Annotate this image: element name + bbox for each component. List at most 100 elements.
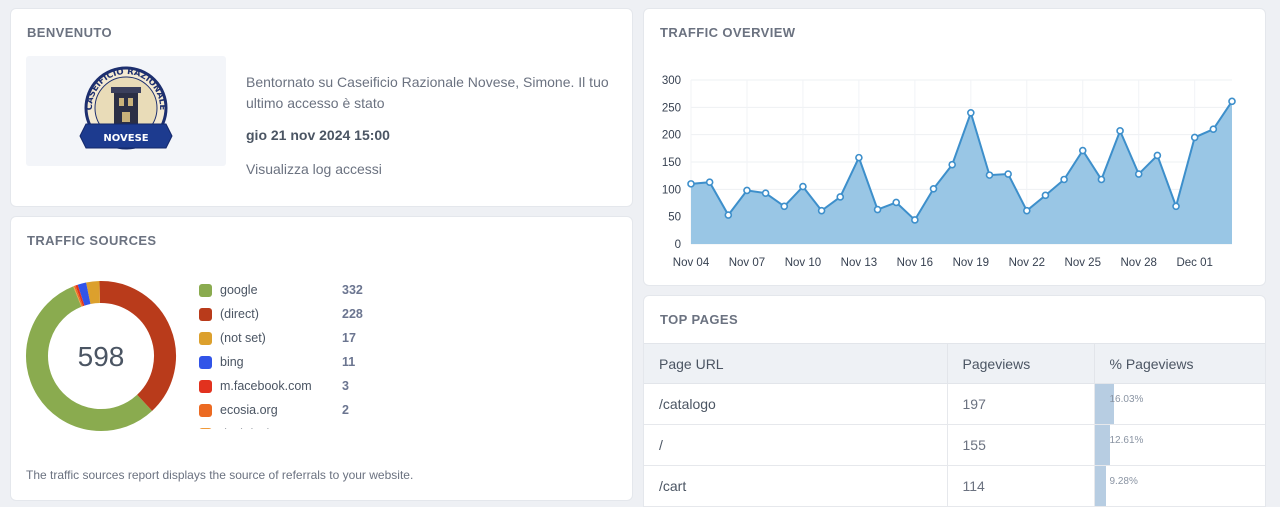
access-log-link[interactable]: Visualizza log accessi [246, 161, 382, 177]
donut-slice[interactable] [99, 281, 176, 411]
logo-text-bottom: NOVESE [103, 133, 148, 144]
series-line [690, 100, 1233, 222]
pageviews-cell: 197 [946, 383, 1094, 425]
page-url-cell[interactable]: / [644, 424, 947, 466]
legend-label: google [220, 283, 258, 297]
x-tick-label: Nov 10 [785, 257, 821, 269]
data-point[interactable] [761, 189, 770, 197]
pct-pageviews-cell: 12.61% [1093, 424, 1265, 466]
data-point[interactable] [1190, 133, 1199, 142]
pageviews-cell: 114 [946, 465, 1094, 507]
legend-value: 332 [342, 283, 363, 297]
last-login-date: gio 21 nov 2024 15:00 [246, 127, 390, 143]
x-tick-label: Nov 07 [729, 257, 765, 269]
data-point[interactable] [1209, 125, 1218, 133]
donut-slice[interactable] [86, 281, 101, 305]
legend-label: (direct) [220, 307, 259, 321]
y-tick-label: 300 [662, 75, 681, 87]
data-point[interactable] [892, 198, 901, 207]
pct-value: 12.61% [1109, 435, 1144, 446]
data-point[interactable] [967, 109, 975, 117]
data-point[interactable] [1041, 191, 1050, 200]
data-point[interactable] [724, 211, 733, 219]
data-point[interactable] [1134, 170, 1143, 178]
data-point[interactable] [687, 180, 695, 188]
legend-item[interactable]: (not set) 17 [199, 327, 389, 351]
x-tick-label: Nov 28 [1121, 257, 1157, 269]
legend-item[interactable]: google 332 [199, 279, 389, 303]
donut-slice[interactable] [75, 284, 85, 307]
legend-label: duckduckgo [220, 427, 287, 429]
page-url-cell[interactable]: /catalogo [644, 383, 947, 425]
data-point[interactable] [929, 184, 938, 193]
legend-value: 11 [342, 355, 356, 369]
legend-swatch [199, 404, 212, 417]
traffic-overview-chart: 0 50 100 150 200 250 300 Nov 04 Nov 07 Nov 10 Nov… [662, 75, 1236, 269]
legend-item[interactable]: bing 11 [199, 351, 389, 375]
column-header-pageviews[interactable]: Pageviews [946, 343, 1094, 384]
legend-item[interactable]: duckduckgo 1 [199, 423, 389, 429]
legend-label: (not set) [220, 331, 266, 345]
table-row[interactable]: /cart 114 9.28% [644, 465, 1265, 507]
legend-value: 228 [342, 307, 363, 321]
traffic-overview-title: TRAFFIC OVERVIEW [660, 25, 796, 40]
legend-value: 2 [342, 403, 349, 417]
logo-container: CASEIFICIO RAZIONALE NOVESE [26, 56, 226, 166]
column-header-page-url[interactable]: Page URL [644, 343, 947, 384]
data-point[interactable] [855, 153, 863, 162]
pageviews-cell: 155 [946, 424, 1094, 466]
x-tick-label: Dec 01 [1176, 257, 1212, 269]
donut-slice[interactable] [26, 286, 153, 431]
data-point[interactable] [1097, 175, 1106, 184]
data-point[interactable] [1060, 175, 1068, 184]
top-pages-title: TOP PAGES [660, 312, 739, 327]
traffic-sources-note: The traffic sources report displays the … [26, 468, 414, 482]
traffic-overview-card: TRAFFIC OVERVIEW 0 50 100 150 200 250 300 Nov … [643, 8, 1266, 286]
table-row[interactable]: /catalogo 197 16.03% [644, 383, 1265, 425]
y-tick-label: 0 [675, 239, 681, 251]
traffic-sources-donut: 598 [26, 281, 176, 431]
legend-value: 1 [342, 427, 349, 429]
legend-swatch [199, 284, 212, 297]
data-point[interactable] [1116, 127, 1124, 135]
data-point[interactable] [1172, 202, 1180, 211]
legend-value: 3 [342, 379, 349, 393]
data-point[interactable] [799, 182, 807, 191]
table-row[interactable]: /155 12.61% [644, 424, 1265, 466]
legend-item[interactable]: (direct) 228 [199, 303, 389, 327]
x-tick-label: Nov 19 [953, 257, 989, 269]
traffic-total: 598 [78, 341, 125, 372]
data-point[interactable] [817, 206, 826, 215]
pct-pageviews-cell: 16.03% [1093, 383, 1265, 425]
data-point[interactable] [1004, 170, 1012, 178]
legend-item[interactable]: m.facebook.com 3 [199, 375, 389, 399]
data-point[interactable] [705, 178, 714, 187]
data-point[interactable] [1228, 97, 1236, 106]
pct-bar [1094, 425, 1110, 465]
legend-label: bing [220, 355, 244, 369]
data-point[interactable] [780, 202, 789, 211]
page-url-cell[interactable]: /cart [644, 465, 947, 507]
y-tick-label: 200 [662, 130, 681, 142]
y-tick-label: 100 [662, 184, 681, 196]
series-area [691, 101, 1232, 244]
legend-item[interactable]: ecosia.org 2 [199, 399, 389, 423]
data-point[interactable] [836, 193, 845, 201]
data-point[interactable] [1078, 146, 1087, 155]
donut-slice[interactable] [77, 282, 91, 306]
data-point[interactable] [985, 171, 994, 179]
data-point[interactable] [743, 186, 751, 195]
welcome-title: BENVENUTO [27, 25, 112, 40]
x-tick-label: Nov 25 [1065, 257, 1101, 269]
data-point[interactable] [873, 205, 882, 214]
pct-value: 9.28% [1109, 476, 1138, 487]
data-point[interactable] [948, 160, 956, 169]
column-header-pct-pageviews[interactable]: % Pageviews [1093, 343, 1265, 384]
data-point[interactable] [911, 216, 919, 224]
legend-label: ecosia.org [220, 403, 278, 417]
data-point[interactable] [1153, 151, 1162, 160]
legend-swatch [199, 332, 212, 345]
top-pages-card: TOP PAGES Page URL Pageviews % Pageviews… [643, 295, 1266, 507]
data-point[interactable] [1022, 206, 1031, 215]
x-tick-label: Nov 13 [841, 257, 877, 269]
